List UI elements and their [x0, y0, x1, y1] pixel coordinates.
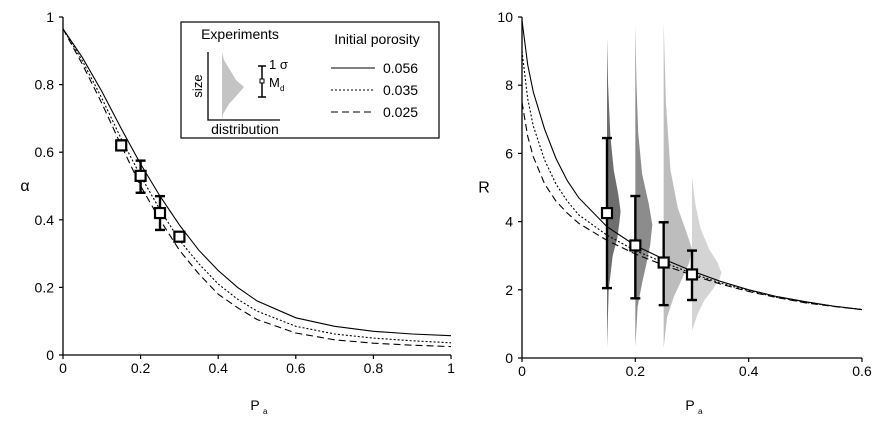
right-axes: 0 0.2 0.4 0.6 0 2 4 6 8 10 P a R	[478, 9, 872, 416]
right-distribution-shape	[635, 23, 653, 348]
left-median-marker	[153, 206, 167, 220]
left-x-tick-label: 1	[447, 360, 455, 376]
left-x-axis-label: P	[250, 397, 259, 413]
legend-box	[180, 21, 440, 139]
legend-porosity-title: Initial porosity	[334, 31, 420, 47]
left-y-tick-label: 0.2	[35, 279, 55, 295]
legend-median-subscript: d	[280, 84, 284, 93]
legend-entry-label: 0.056	[383, 60, 418, 76]
legend-sigma-label: 1 σ	[269, 57, 288, 72]
right-x-axis-label-subscript: a	[698, 407, 703, 416]
legend-size-label: size	[190, 74, 205, 97]
legend-entry-label: 0.035	[383, 82, 418, 98]
right-y-axis-label: R	[478, 180, 490, 197]
left-median-marker	[134, 169, 147, 182]
left-x-tick-label: 0.2	[131, 360, 151, 376]
right-y-tick-label: 2	[505, 282, 513, 298]
left-y-tick-label: 0.4	[35, 212, 55, 228]
right-x-tick-label: 0	[518, 363, 526, 379]
left-x-tick-label: 0.8	[364, 360, 384, 376]
legend-entries: 0.056 0.035 0.025	[331, 60, 418, 120]
left-axes: 0 0.2 0.4 0.6 0.8 1 0 0.2 0.4 0.6 0.8 1 P a α	[20, 9, 455, 416]
right-y-tick-label: 4	[505, 214, 513, 230]
legend-median-marker	[259, 78, 265, 84]
legend-distribution-shape	[222, 52, 244, 120]
left-y-axis-label: α	[20, 178, 29, 195]
right-distribution-shape	[663, 23, 692, 348]
left-y-tick-label: 0	[46, 347, 54, 363]
left-curve-porosity-0.056	[62, 28, 452, 337]
right-y-tick-label: 0	[505, 350, 513, 366]
right-x-axis-label: P	[685, 397, 694, 413]
left-median-marker	[115, 139, 128, 152]
left-y-tick-label: 0.8	[35, 77, 55, 93]
legend-median-label: M	[269, 75, 280, 90]
left-curves	[62, 28, 452, 348]
left-x-axis-label-subscript: a	[263, 407, 268, 416]
left-y-tick-label: 0.6	[35, 144, 55, 160]
right-y-tick-label: 6	[505, 145, 513, 161]
legend-entry-label: 0.025	[383, 104, 418, 120]
right-median-marker	[657, 256, 670, 269]
right-median-marker	[600, 206, 614, 220]
left-curve-porosity-0.035	[62, 28, 452, 344]
right-median-marker	[629, 239, 642, 252]
left-y-tick-label: 1	[46, 9, 54, 25]
left-x-tick-label: 0.6	[286, 360, 306, 376]
right-y-tick-label: 10	[497, 9, 513, 25]
right-x-tick-label: 0.4	[739, 363, 759, 379]
right-distribution-shape	[607, 37, 621, 348]
right-median-marker	[685, 268, 699, 281]
right-distribution-shape	[692, 177, 722, 331]
legend-distribution-label: distribution	[211, 121, 279, 137]
right-distributions	[607, 23, 722, 348]
right-x-tick-label: 0.6	[852, 363, 872, 379]
left-median-marker	[173, 230, 186, 243]
left-x-tick-label: 0.4	[208, 360, 228, 376]
left-x-tick-label: 0	[59, 360, 67, 376]
legend-experiments-title: Experiments	[201, 26, 279, 42]
left-curve-porosity-0.025	[62, 28, 452, 348]
right-x-tick-label: 0.2	[626, 363, 646, 379]
legend-distribution-axes	[207, 52, 280, 121]
right-experiment-markers	[600, 136, 699, 307]
right-y-tick-label: 8	[505, 77, 513, 93]
right-chart: 0 0.2 0.4 0.6 0 2 4 6 8 10 P a R	[478, 9, 872, 416]
legend: Experiments Initial porosity size distri…	[180, 21, 440, 139]
left-chart: 0 0.2 0.4 0.6 0.8 1 0 0.2 0.4 0.6 0.8 1 P a α Experime…	[20, 9, 455, 416]
left-experiment-markers	[115, 139, 186, 243]
